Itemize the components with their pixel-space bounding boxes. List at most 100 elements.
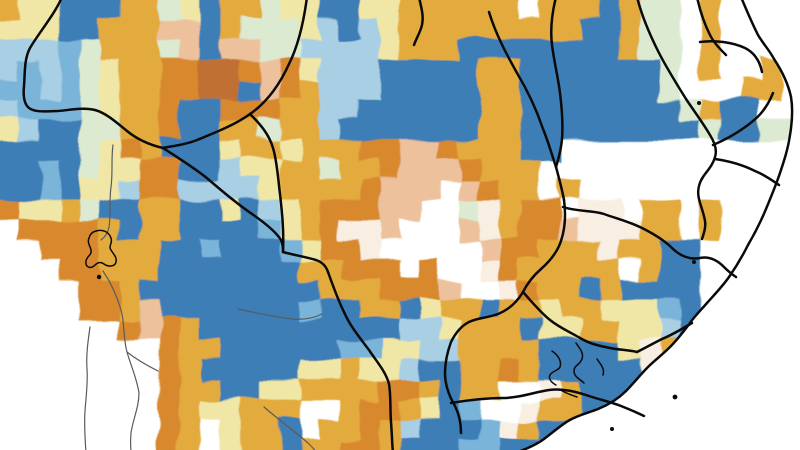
raster-cell <box>559 59 581 81</box>
raster-cell <box>19 179 41 201</box>
raster-cell <box>159 119 181 141</box>
raster-cell <box>719 99 741 121</box>
raster-cell <box>279 379 301 401</box>
raster-cell <box>359 19 381 41</box>
raster-cell <box>519 199 541 221</box>
raster-cell <box>439 359 461 381</box>
raster-cell <box>99 19 121 41</box>
raster-cell <box>239 439 261 450</box>
raster-cell <box>299 179 321 201</box>
raster-cell <box>319 119 341 141</box>
raster-cell <box>479 339 501 361</box>
raster-cell <box>459 339 481 361</box>
raster-cell <box>219 39 241 61</box>
raster-cell <box>39 0 61 21</box>
raster-cell <box>659 259 681 281</box>
raster-cell <box>479 39 501 61</box>
raster-cell <box>359 59 381 81</box>
raster-cell <box>0 59 21 81</box>
raster-cell <box>339 279 361 301</box>
raster-cell <box>159 359 181 381</box>
raster-cell <box>539 319 561 341</box>
raster-cell <box>359 79 381 101</box>
raster-cell <box>459 99 481 121</box>
raster-cell <box>539 0 561 21</box>
raster-cell <box>279 99 301 121</box>
raster-cell <box>519 259 541 281</box>
raster-cell <box>499 159 521 181</box>
raster-cell <box>179 339 201 361</box>
raster-cell <box>599 339 621 361</box>
raster-cell <box>499 419 521 441</box>
raster-cell <box>219 359 241 381</box>
state-border-layer <box>22 0 794 450</box>
raster-cell <box>219 19 241 41</box>
raster-cell <box>159 399 181 421</box>
raster-cell <box>219 99 241 121</box>
raster-cell <box>79 219 101 241</box>
raster-cell <box>519 139 541 161</box>
raster-cell <box>399 359 421 381</box>
raster-cell <box>479 419 501 441</box>
raster-cell <box>559 0 581 21</box>
raster-cell <box>159 79 181 101</box>
raster-cell <box>439 279 461 301</box>
raster-cell <box>439 19 461 41</box>
raster-cell <box>179 239 201 261</box>
raster-cell <box>419 259 441 281</box>
raster-cell <box>379 59 401 81</box>
raster-cell <box>499 199 521 221</box>
raster-cell <box>639 79 661 101</box>
raster-cell <box>659 319 681 341</box>
raster-cell <box>39 119 61 141</box>
raster-cell <box>239 139 261 161</box>
raster-cell <box>499 0 521 21</box>
raster-cell <box>559 119 581 141</box>
raster-cell <box>199 319 221 341</box>
rondonia-mt-border <box>248 112 285 254</box>
raster-cell <box>279 319 301 341</box>
raster-cell <box>259 339 281 361</box>
raster-cell <box>619 239 641 261</box>
raster-cell <box>419 299 441 321</box>
raster-cell <box>199 119 221 141</box>
raster-cell <box>179 59 201 81</box>
raster-cell <box>299 299 321 321</box>
raster-cell <box>179 179 201 201</box>
raster-cell <box>119 279 141 301</box>
raster-cell <box>399 299 421 321</box>
raster-cell <box>19 219 41 241</box>
raster-cell <box>639 19 661 41</box>
raster-cell <box>299 139 321 161</box>
raster-cell <box>199 219 221 241</box>
raster-cell <box>279 359 301 381</box>
peru-bolivia-border <box>100 144 114 241</box>
raster-cell <box>159 59 181 81</box>
raster-cell <box>479 179 501 201</box>
raster-cell <box>659 199 681 221</box>
raster-cell <box>159 19 181 41</box>
raster-cell <box>579 19 601 41</box>
raster-cell <box>379 319 401 341</box>
raster-cell <box>599 99 621 121</box>
raster-cell <box>419 159 441 181</box>
goias-mg-sp-border <box>443 290 525 435</box>
raster-cell <box>379 119 401 141</box>
raster-cell <box>399 279 421 301</box>
raster-cell <box>179 99 201 121</box>
raster-cell <box>139 119 161 141</box>
raster-cell <box>759 119 781 141</box>
raster-cell <box>539 299 561 321</box>
raster-cell <box>159 259 181 281</box>
raster-cell <box>599 299 621 321</box>
raster-cell <box>499 279 521 301</box>
raster-cell <box>79 119 101 141</box>
raster-cell <box>139 259 161 281</box>
raster-cell <box>339 179 361 201</box>
raster-cell <box>379 419 401 441</box>
raster-cell <box>179 399 201 421</box>
raster-cell <box>159 379 181 401</box>
raster-cell <box>179 79 201 101</box>
raster-cell <box>359 199 381 221</box>
raster-cell <box>659 0 681 21</box>
